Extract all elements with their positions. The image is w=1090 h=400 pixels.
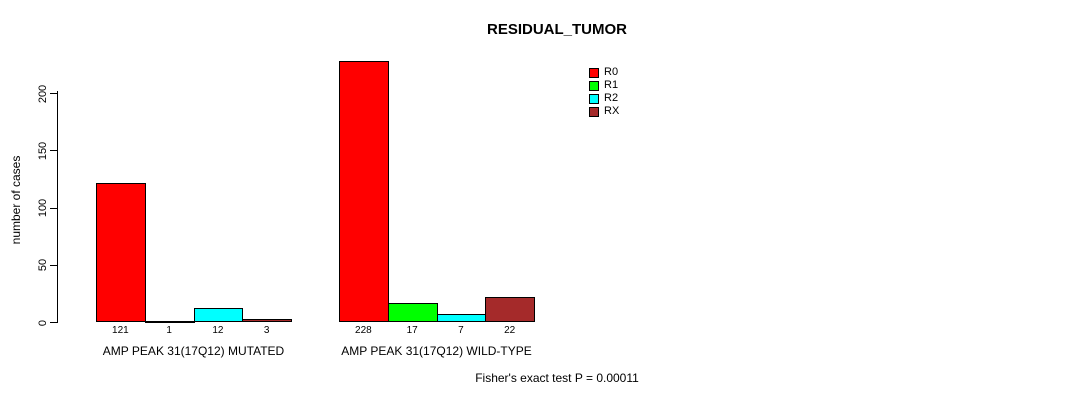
legend-swatch-R0 [589,67,599,78]
legend-label-R0: R0 [604,66,619,78]
legend-item-R1: R1 [589,79,619,92]
bar-value-label: 17 [406,325,418,336]
legend-item-RX: RX [589,105,619,118]
group-label: AMP PEAK 31(17Q12) WILD-TYPE [341,344,532,358]
bar-R0-group2 [339,60,389,322]
y-axis-line [57,91,58,323]
y-tick-mark [50,150,57,152]
bar-R2-group2 [436,313,487,322]
bar-value-label: 12 [212,325,224,336]
legend-item-R0: R0 [589,66,619,79]
y-tick-mark [50,322,57,323]
y-tick-label: 0 [37,319,49,326]
bar-value-label: 1 [166,325,172,336]
y-tick-label: 50 [37,259,49,272]
y-axis-label: number of cases [9,155,23,245]
legend-swatch-R1 [589,80,599,91]
y-tick-mark [50,264,57,266]
chart-title: RESIDUAL_TUMOR [486,21,628,38]
legend-label-R1: R1 [604,79,619,91]
y-tick-mark [50,207,57,209]
bar-value-label: 22 [504,325,516,336]
legend-swatch-R2 [589,93,599,104]
legend-label-RX: RX [604,105,620,117]
bar-R1-group2 [387,302,438,322]
y-tick-label: 200 [37,84,49,103]
y-tick-label: 150 [37,141,49,160]
bar-R2-group1 [193,308,244,322]
bar-value-label: 7 [458,325,464,336]
legend-item-R2: R2 [589,92,619,105]
bar-R1-group1 [144,320,195,323]
bar-value-label: 228 [355,325,372,336]
group-label: AMP PEAK 31(17Q12) MUTATED [102,344,285,358]
legend: R0 R1 R2 RX [589,66,619,118]
legend-label-R2: R2 [604,92,619,104]
bar-R0-group1 [96,183,146,322]
y-tick-mark [50,93,57,94]
legend-swatch-RX [589,106,599,117]
fisher-test-annotation: Fisher's exact test P = 0.00011 [475,371,639,385]
y-tick-label: 100 [37,198,49,218]
bar-RX-group2 [485,296,535,322]
bar-value-label: 121 [112,325,129,336]
bar-value-label: 3 [263,325,270,336]
bar-RX-group1 [242,318,292,322]
